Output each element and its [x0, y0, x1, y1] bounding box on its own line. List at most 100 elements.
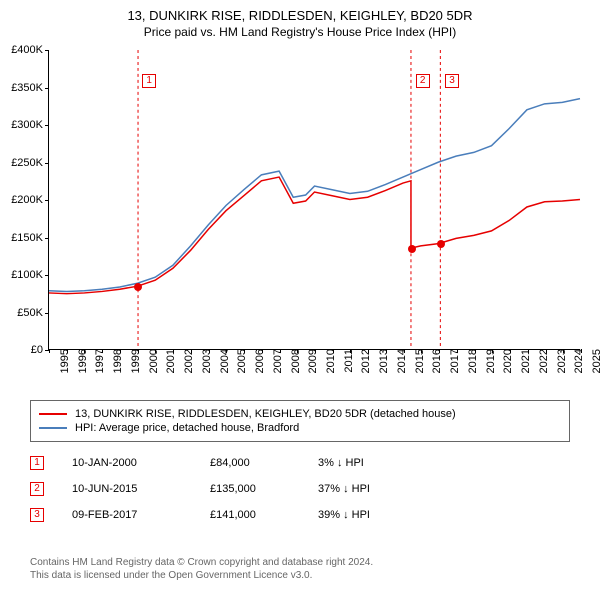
y-tick — [45, 200, 49, 201]
chart-container: 13, DUNKIRK RISE, RIDDLESDEN, KEIGHLEY, … — [0, 0, 600, 590]
x-tick — [439, 349, 440, 353]
x-tick — [120, 349, 121, 353]
x-tick — [510, 349, 511, 353]
legend-swatch — [39, 427, 67, 429]
footer-line-2: This data is licensed under the Open Gov… — [30, 569, 373, 582]
x-tick — [280, 349, 281, 353]
y-axis-label: £150K — [11, 232, 49, 244]
legend-row: HPI: Average price, detached house, Brad… — [39, 421, 561, 435]
x-axis-label: 2007 — [266, 349, 284, 373]
y-axis-label: £100K — [11, 269, 49, 281]
down-arrow-icon: ↓ — [343, 509, 349, 521]
x-axis-label: 2018 — [461, 349, 479, 373]
line-series-svg — [49, 50, 580, 349]
x-tick — [528, 349, 529, 353]
x-tick — [191, 349, 192, 353]
x-tick — [138, 349, 139, 353]
sale-date: 10-JAN-2000 — [72, 457, 182, 469]
footer-line-1: Contains HM Land Registry data © Crown c… — [30, 556, 373, 569]
sale-pct-vs-hpi: 39% ↓ HPI — [318, 509, 428, 521]
chart-area: £0£50K£100K£150K£200K£250K£300K£350K£400… — [48, 50, 580, 350]
x-tick — [262, 349, 263, 353]
sales-table: 110-JAN-2000£84,0003% ↓ HPI210-JUN-2015£… — [30, 450, 570, 528]
x-tick — [315, 349, 316, 353]
x-axis-label: 2005 — [230, 349, 248, 373]
sale-date: 09-FEB-2017 — [72, 509, 182, 521]
x-tick — [209, 349, 210, 353]
sale-marker-box: 3 — [445, 74, 459, 88]
y-axis-label: £300K — [11, 119, 49, 131]
x-axis-label: 2012 — [354, 349, 372, 373]
y-axis-label: £400K — [11, 44, 49, 56]
sale-marker-box: 1 — [142, 74, 156, 88]
series-hpi — [49, 99, 580, 292]
x-axis-label: 2022 — [532, 349, 550, 373]
x-tick — [244, 349, 245, 353]
sale-row-marker: 2 — [30, 482, 44, 496]
sale-price: £135,000 — [210, 483, 290, 495]
down-arrow-icon: ↓ — [337, 457, 343, 469]
y-axis-label: £200K — [11, 194, 49, 206]
x-tick — [421, 349, 422, 353]
x-axis-label: 1997 — [88, 349, 106, 373]
legend-box: 13, DUNKIRK RISE, RIDDLESDEN, KEIGHLEY, … — [30, 400, 570, 442]
sale-price: £84,000 — [210, 457, 290, 469]
y-tick — [45, 238, 49, 239]
plot-area: £0£50K£100K£150K£200K£250K£300K£350K£400… — [48, 50, 580, 350]
down-arrow-icon: ↓ — [343, 483, 349, 495]
x-tick — [581, 349, 582, 353]
x-axis-label: 2004 — [213, 349, 231, 373]
chart-subtitle: Price paid vs. HM Land Registry's House … — [0, 23, 600, 39]
sale-row: 1 10-JAN-2000 £84,000 3% ↓ HPI — [30, 450, 570, 476]
x-axis-label: 2025 — [585, 349, 600, 373]
x-tick — [297, 349, 298, 353]
chart-title: 13, DUNKIRK RISE, RIDDLESDEN, KEIGHLEY, … — [0, 0, 600, 23]
x-tick — [457, 349, 458, 353]
legend-label: 13, DUNKIRK RISE, RIDDLESDEN, KEIGHLEY, … — [75, 408, 456, 420]
sale-marker-dot — [408, 245, 416, 253]
x-axis-label: 2014 — [390, 349, 408, 373]
y-tick — [45, 275, 49, 276]
x-tick — [563, 349, 564, 353]
x-axis-label: 2009 — [301, 349, 319, 373]
x-axis-label: 2019 — [479, 349, 497, 373]
footer-attribution: Contains HM Land Registry data © Crown c… — [30, 556, 373, 582]
y-tick — [45, 125, 49, 126]
x-axis-label: 2008 — [284, 349, 302, 373]
sale-row-marker: 1 — [30, 456, 44, 470]
x-axis-label: 1996 — [71, 349, 89, 373]
legend-swatch — [39, 413, 67, 415]
x-axis-label: 2024 — [567, 349, 585, 373]
x-axis-label: 2023 — [550, 349, 568, 373]
x-tick — [350, 349, 351, 353]
y-tick — [45, 50, 49, 51]
sale-pct-vs-hpi: 3% ↓ HPI — [318, 457, 428, 469]
x-axis-label: 2011 — [337, 349, 355, 373]
x-axis-label: 1999 — [124, 349, 142, 373]
x-tick — [333, 349, 334, 353]
x-tick — [404, 349, 405, 353]
x-axis-label: 2002 — [177, 349, 195, 373]
x-tick — [155, 349, 156, 353]
sale-row-marker: 3 — [30, 508, 44, 522]
sale-marker-dot — [134, 283, 142, 291]
x-tick — [84, 349, 85, 353]
y-axis-label: £250K — [11, 157, 49, 169]
sale-price: £141,000 — [210, 509, 290, 521]
x-axis-label: 2021 — [514, 349, 532, 373]
sale-marker-box: 2 — [416, 74, 430, 88]
x-axis-label: 2015 — [408, 349, 426, 373]
x-axis-label: 2016 — [425, 349, 443, 373]
x-axis-label: 1995 — [53, 349, 71, 373]
x-tick — [102, 349, 103, 353]
x-axis-label: 2013 — [372, 349, 390, 373]
x-axis-label: 2017 — [443, 349, 461, 373]
y-tick — [45, 163, 49, 164]
x-tick — [226, 349, 227, 353]
x-tick — [546, 349, 547, 353]
x-tick — [368, 349, 369, 353]
sale-marker-dot — [437, 240, 445, 248]
x-axis-label: 2010 — [319, 349, 337, 373]
x-axis-label: 2006 — [248, 349, 266, 373]
sale-pct-vs-hpi: 37% ↓ HPI — [318, 483, 428, 495]
